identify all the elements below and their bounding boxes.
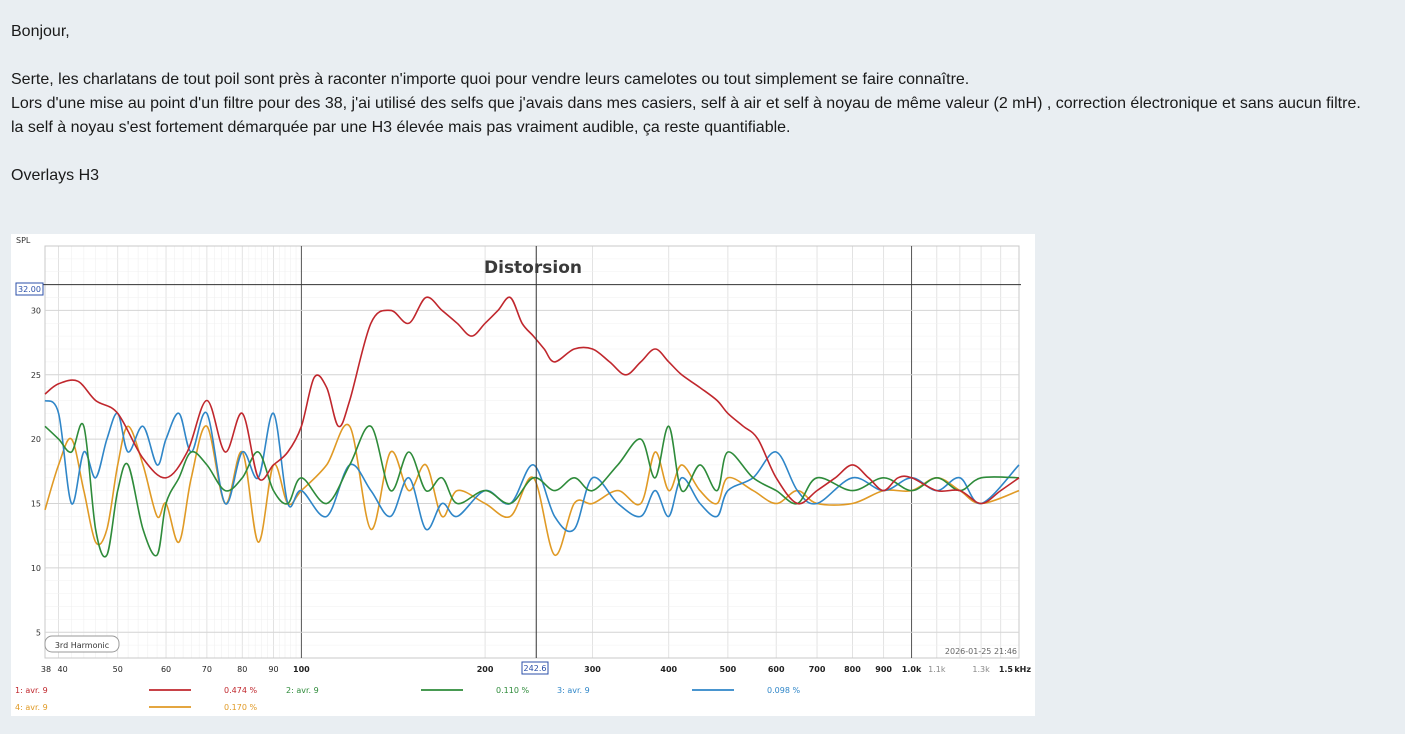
distortion-chart: 5 10 15 20 25 30 38 40 50 60 70 80 90 100 200 300 400 500…: [11, 234, 1035, 716]
series-line-4: [44, 423, 1020, 556]
post-line-2: Lors d'une mise au point d'un filtre pou…: [11, 95, 1361, 112]
legend-name-3: 3: avr. 9: [557, 686, 590, 695]
x-tick-label: 80: [237, 665, 247, 674]
legend-name-1: 1: avr. 9: [15, 686, 48, 695]
y-tick-label: 30: [31, 306, 41, 315]
series-line-2: [44, 422, 1020, 558]
post-greeting: Bonjour,: [11, 23, 70, 40]
x-tick-label: 300: [584, 665, 601, 674]
x-tick-label: 700: [809, 665, 826, 674]
x-tick-label: 1.0k: [902, 665, 922, 674]
y-axis-label: SPL: [16, 236, 31, 245]
legend-value-1: 0.474 %: [224, 686, 257, 695]
cursor-x-value: 242.6: [524, 664, 547, 673]
post-caption: Overlays H3: [11, 167, 100, 184]
legend-name-4: 4: avr. 9: [15, 703, 48, 712]
harmonic-label: 3rd Harmonic: [55, 641, 109, 650]
distortion-chart-image: 5 10 15 20 25 30 38 40 50 60 70 80 90 100 200 300 400 500…: [11, 234, 1035, 716]
x-tick-label: 100: [293, 665, 310, 674]
chart-title: Distorsion: [484, 258, 582, 278]
y-tick-label: 10: [31, 564, 41, 573]
x-tick-label: 90: [268, 665, 278, 674]
y-tick-label: 15: [31, 500, 41, 509]
harmonic-badge: 3rd Harmonic: [44, 635, 120, 653]
x-tick-label: 70: [202, 665, 212, 674]
chart-background: [11, 234, 1035, 716]
series-line-3: [44, 399, 1020, 533]
cursor-x-readout: 242.6: [521, 661, 549, 675]
legend-value-4: 0.170 %: [224, 703, 257, 712]
legend-value-3: 0.098 %: [767, 686, 800, 695]
x-tick-label: 38: [41, 665, 51, 674]
cursor-y-value: 32.00: [18, 285, 41, 294]
series-line-1: [44, 296, 1020, 505]
x-tick-label: 400: [660, 665, 677, 674]
x-tick-label: 800: [844, 665, 861, 674]
post-body: Bonjour, Serte, les charlatans de tout p…: [11, 20, 1401, 188]
y-tick-label: 5: [36, 628, 41, 637]
x-tick-label: 200: [477, 665, 494, 674]
x-tick-label: 900: [875, 665, 892, 674]
x-tick-label: 500: [720, 665, 737, 674]
chart-legend: 1: avr. 9 0.474 % 2: avr. 9 0.110 % 3: avr. …: [15, 686, 800, 712]
chart-timestamp: 2026-01-25 21:46: [945, 647, 1017, 656]
y-tick-label: 20: [31, 435, 41, 444]
x-tick-label: 1.5: [999, 665, 1014, 674]
x-unit-label: kHz: [1014, 665, 1031, 674]
post-line-1: Serte, les charlatans de tout poil sont …: [11, 71, 970, 88]
x-tick-label: 50: [113, 665, 123, 674]
legend-name-2: 2: avr. 9: [286, 686, 319, 695]
x-tick-label: 1.1k: [928, 665, 946, 674]
legend-value-2: 0.110 %: [496, 686, 529, 695]
x-tick-label: 1.3k: [972, 665, 990, 674]
cursor-y-readout: 32.00: [15, 282, 44, 296]
x-tick-label: 40: [57, 665, 67, 674]
post-line-3: la self à noyau s'est fortement démarqué…: [11, 119, 791, 136]
plot-frame: [44, 245, 1020, 659]
y-tick-label: 25: [31, 371, 41, 380]
x-tick-label: 600: [768, 665, 785, 674]
x-tick-label: 60: [161, 665, 171, 674]
